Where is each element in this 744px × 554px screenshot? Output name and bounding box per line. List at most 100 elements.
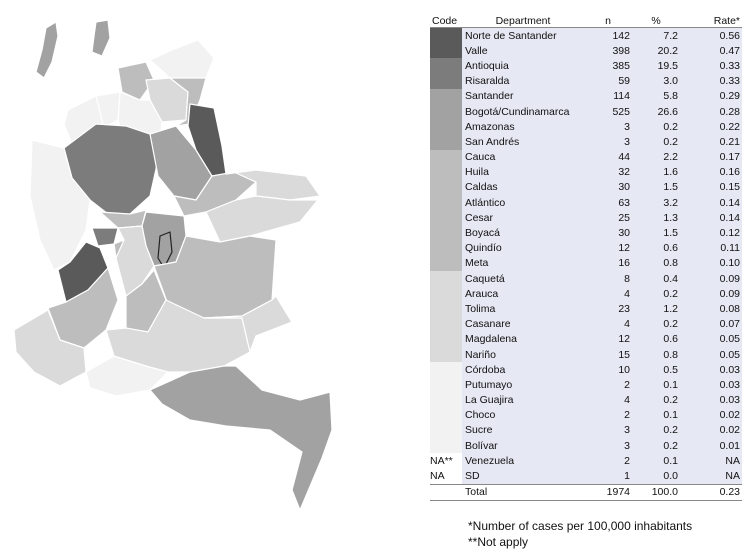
header-percent: % xyxy=(632,14,680,28)
row-code-swatch xyxy=(430,134,462,150)
row-n: 59 xyxy=(584,73,632,89)
row-percent: 0.2 xyxy=(632,438,680,454)
row-percent: 0.8 xyxy=(632,346,680,363)
region-providencia xyxy=(91,19,111,57)
row-code-swatch xyxy=(430,103,462,120)
row-rate: 0.09 xyxy=(680,286,742,302)
row-percent: 1.5 xyxy=(632,225,680,241)
table-row: Norte de Santander 142 7.2 0.56 xyxy=(430,27,742,44)
row-rate: 0.33 xyxy=(680,73,742,89)
row-department: Huila xyxy=(462,164,584,180)
row-rate: 0.47 xyxy=(680,43,742,59)
row-n: 30 xyxy=(584,225,632,241)
row-percent: 0.0 xyxy=(632,468,680,485)
total-row: Total 1974 100.0 0.23 xyxy=(430,483,742,501)
row-department: Quindío xyxy=(462,240,584,256)
row-code-swatch xyxy=(430,331,462,347)
row-n: 385 xyxy=(584,58,632,74)
total-label: Total xyxy=(462,483,584,501)
region-bogota xyxy=(157,231,173,269)
row-n: 15 xyxy=(584,346,632,363)
row-code-swatch xyxy=(430,255,462,271)
row-code-swatch xyxy=(430,362,462,378)
row-percent: 0.2 xyxy=(632,286,680,302)
row-code-swatch xyxy=(430,422,462,439)
table-row: Antioquia 385 19.5 0.33 xyxy=(430,58,742,74)
row-department: Venezuela xyxy=(462,453,584,469)
row-rate: 0.02 xyxy=(680,422,742,439)
table-body: Norte de Santander 142 7.2 0.56 Valle 398 20.2… xyxy=(430,27,742,485)
row-rate: 0.14 xyxy=(680,210,742,226)
table-row: Huila 32 1.6 0.16 xyxy=(430,164,742,180)
row-percent: 0.2 xyxy=(632,422,680,439)
table-row: NA** Venezuela 2 0.1 NA xyxy=(430,453,742,469)
row-rate: 0.03 xyxy=(680,362,742,378)
row-percent: 3.0 xyxy=(632,73,680,89)
row-department: Valle xyxy=(462,43,584,59)
row-n: 114 xyxy=(584,88,632,104)
row-code-swatch xyxy=(430,438,462,454)
row-department: Putumayo xyxy=(462,377,584,393)
row-n: 25 xyxy=(584,210,632,226)
row-code-swatch: NA xyxy=(430,468,462,485)
row-n: 10 xyxy=(584,362,632,378)
table-row: Magdalena 12 0.6 0.05 xyxy=(430,331,742,347)
row-code-swatch xyxy=(430,164,462,180)
row-rate: 0.12 xyxy=(680,225,742,241)
row-percent: 1.2 xyxy=(632,301,680,317)
row-rate: 0.16 xyxy=(680,164,742,180)
row-percent: 5.8 xyxy=(632,88,680,104)
table-row: Atlántico 63 3.2 0.14 xyxy=(430,195,742,211)
row-rate: 0.01 xyxy=(680,438,742,454)
row-code-swatch xyxy=(430,392,462,408)
row-department: Arauca xyxy=(462,286,584,302)
total-percent: 100.0 xyxy=(632,483,680,501)
row-rate: NA xyxy=(680,468,742,485)
table-row: Choco 2 0.1 0.02 xyxy=(430,407,742,423)
region-choco xyxy=(29,139,91,271)
row-rate: 0.05 xyxy=(680,346,742,363)
row-department: Boyacá xyxy=(462,225,584,241)
row-department: Norte de Santander xyxy=(462,27,584,44)
row-n: 30 xyxy=(584,179,632,196)
row-n: 4 xyxy=(584,316,632,332)
table-row: La Guajira 4 0.2 0.03 xyxy=(430,392,742,408)
row-rate: 0.21 xyxy=(680,134,742,150)
header-department: Department xyxy=(462,14,584,28)
row-department: Córdoba xyxy=(462,362,584,378)
row-percent: 0.1 xyxy=(632,407,680,423)
row-code-swatch xyxy=(430,210,462,226)
row-rate: 0.07 xyxy=(680,316,742,332)
row-department: Tolima xyxy=(462,301,584,317)
row-code-swatch xyxy=(430,73,462,89)
row-percent: 0.5 xyxy=(632,362,680,378)
row-department: Magdalena xyxy=(462,331,584,347)
row-rate: 0.28 xyxy=(680,103,742,120)
row-department: Cesar xyxy=(462,210,584,226)
row-code-swatch xyxy=(430,58,462,74)
row-rate: 0.03 xyxy=(680,392,742,408)
table-row: Bogotá/Cundinamarca 525 26.6 0.28 xyxy=(430,103,742,120)
row-code-swatch xyxy=(430,195,462,211)
row-percent: 0.8 xyxy=(632,255,680,271)
row-department: Meta xyxy=(462,255,584,271)
row-n: 3 xyxy=(584,422,632,439)
row-percent: 2.2 xyxy=(632,149,680,165)
row-code-swatch xyxy=(430,179,462,196)
row-percent: 0.4 xyxy=(632,271,680,287)
row-percent: 0.6 xyxy=(632,240,680,256)
table-row: Cauca 44 2.2 0.17 xyxy=(430,149,742,165)
row-code-swatch xyxy=(430,301,462,317)
region-cesar xyxy=(169,77,207,127)
row-n: 3 xyxy=(584,134,632,150)
total-rate: 0.23 xyxy=(680,483,742,501)
table-row: Bolívar 3 0.2 0.01 xyxy=(430,438,742,454)
row-rate: 0.14 xyxy=(680,195,742,211)
table-row: Casanare 4 0.2 0.07 xyxy=(430,316,742,332)
row-department: Caldas xyxy=(462,179,584,196)
row-department: La Guajira xyxy=(462,392,584,408)
table-row: Nariño 15 0.8 0.05 xyxy=(430,346,742,363)
table-row: Arauca 4 0.2 0.09 xyxy=(430,286,742,302)
row-department: SD xyxy=(462,468,584,485)
table-row: Risaralda 59 3.0 0.33 xyxy=(430,73,742,89)
